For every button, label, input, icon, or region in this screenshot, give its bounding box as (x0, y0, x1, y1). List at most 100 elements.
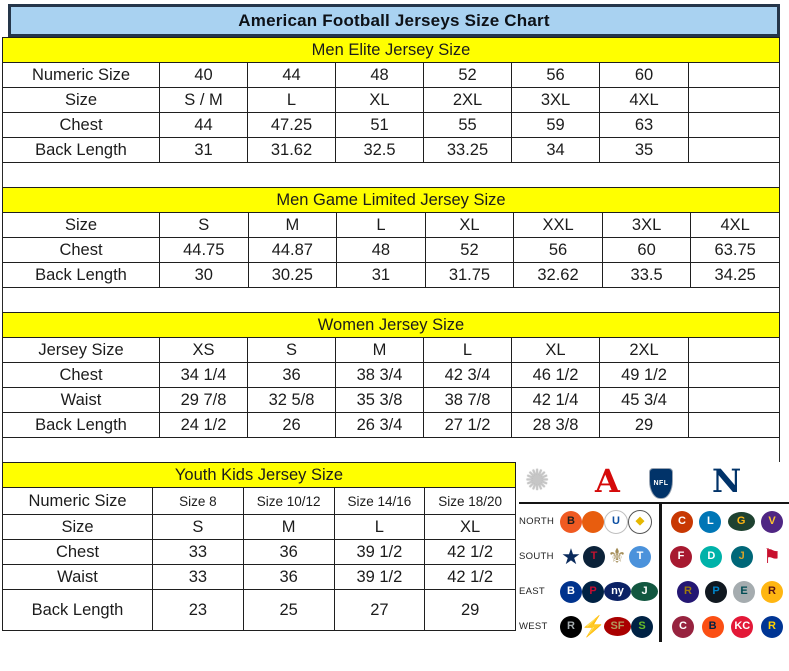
size-cell: 48 (335, 62, 424, 88)
size-cell: 52 (424, 237, 515, 263)
redskins-logo: R (761, 580, 783, 603)
size-cell: 63.75 (690, 237, 780, 263)
size-cell: XL (424, 212, 515, 238)
bottom-section: Youth Kids Jersey Size Numeric Size Size … (2, 462, 789, 644)
youth-kids-size-table: Youth Kids Jersey Size Numeric Size Size … (2, 462, 516, 631)
size-cell: 39 1/2 (333, 564, 426, 590)
size-cell: 36 (242, 564, 335, 590)
size-cell: L (423, 337, 512, 363)
size-cell: 42 3/4 (423, 362, 512, 388)
size-cell (688, 62, 780, 88)
bills-logo: B (560, 580, 582, 603)
49ers-logo: SF (604, 617, 631, 636)
size-cell: 60 (599, 62, 689, 88)
size-cell: XL (335, 87, 424, 113)
division-label: SOUTH (519, 551, 554, 562)
size-cell: 4XL (599, 87, 689, 113)
size-cell: S (247, 337, 336, 363)
nfl-teams-panel: ✺ A NFL N NORTH B U ◆ C L G V SOUTH ★ T ⚜ T F D J ⚑ EAST B… (519, 464, 789, 644)
texans-logo: T (583, 545, 605, 568)
size-cell: 52 (423, 62, 512, 88)
size-cell: 3XL (601, 212, 692, 238)
size-cell: 27 (333, 589, 426, 631)
size-cell: 59 (511, 112, 600, 138)
size-cell: 39 1/2 (333, 539, 426, 565)
size-cell: 26 3/4 (335, 412, 424, 438)
size-cell: 63 (599, 112, 689, 138)
women-size-table: Women Jersey Size Jersey Size XS S M L XL 2XL C… (2, 312, 780, 438)
size-cell: 31 (336, 262, 426, 288)
size-cell (688, 387, 780, 413)
chargers-bolt-logo: ⚡ (580, 615, 606, 638)
size-cell: 47.25 (247, 112, 336, 138)
afc-logo-group: R ⚡ SF S (560, 615, 661, 638)
spacer (2, 438, 780, 462)
size-cell: 34.25 (690, 262, 780, 288)
patriots-logo: P (582, 580, 604, 603)
size-cell: 46 1/2 (511, 362, 600, 388)
size-cell: 36 (247, 362, 336, 388)
falcons-logo: F (670, 545, 692, 568)
size-cell: 4XL (690, 212, 780, 238)
row-label: Back Length (2, 262, 160, 288)
conference-divider-line (659, 504, 662, 642)
size-cell: 2XL (599, 337, 689, 363)
size-cell: 45 3/4 (599, 387, 689, 413)
row-label: Numeric Size (2, 487, 153, 515)
nfl-shield-icon: NFL (649, 468, 673, 499)
nfc-logo-group: C B KC R (661, 615, 789, 638)
size-cell: 33.25 (423, 137, 512, 163)
size-cell: S (159, 212, 249, 238)
size-cell: S (152, 514, 244, 540)
size-cell: Size 10/12 (242, 487, 335, 515)
size-cell: 32.5 (335, 137, 424, 163)
dolphins-logo: D (700, 545, 723, 568)
size-cell: M (247, 212, 338, 238)
size-cell: 33.5 (601, 262, 692, 288)
size-cell: 44.87 (247, 237, 338, 263)
size-cell: 51 (335, 112, 424, 138)
nfl-division-row: WEST R ⚡ SF S C B KC R (519, 609, 789, 644)
size-cell: XXL (513, 212, 603, 238)
size-cell: 32.62 (513, 262, 603, 288)
lions-logo: L (699, 510, 722, 533)
spacer (2, 288, 780, 312)
size-cell: 56 (513, 237, 603, 263)
size-cell (688, 362, 780, 388)
row-label: Jersey Size (2, 337, 160, 363)
men-game-limited-size-table: Men Game Limited Jersey Size Size S M L XL XX… (2, 187, 780, 288)
nfl-shield-label: NFL (653, 480, 669, 487)
size-cell: S / M (159, 87, 248, 113)
size-cell: 30.25 (247, 262, 338, 288)
size-cell: 29 (599, 412, 689, 438)
size-cell: 32 5/8 (247, 387, 336, 413)
nfl-division-row: SOUTH ★ T ⚜ T F D J ⚑ (519, 539, 789, 574)
size-cell: XS (159, 337, 248, 363)
row-label: Chest (2, 539, 153, 565)
page-title: American Football Jerseys Size Chart (8, 4, 780, 37)
colts-logo: U (604, 509, 628, 534)
ravens-logo: R (677, 580, 699, 603)
afc-logo-group: B U ◆ (560, 509, 660, 534)
size-cell: 31.75 (424, 262, 515, 288)
pro-bowl-star-icon: ✺ (525, 465, 550, 497)
jaguars-logo: J (730, 545, 753, 568)
packers-logo: G (727, 512, 755, 531)
size-cell: 33 (152, 564, 244, 590)
size-cell: 35 (599, 137, 689, 163)
row-label: Size (2, 87, 160, 113)
size-cell: 25 (242, 589, 335, 631)
size-cell: XL (424, 514, 516, 540)
size-cell: L (247, 87, 336, 113)
nfl-conference-header: ✺ A NFL N (519, 464, 789, 504)
rams-logo: R (760, 615, 783, 638)
row-label: Chest (2, 237, 160, 263)
size-cell (688, 112, 780, 138)
size-cell: Size 8 (152, 487, 244, 515)
size-cell (688, 412, 780, 438)
size-cell: L (336, 212, 426, 238)
size-cell: 27 1/2 (423, 412, 512, 438)
